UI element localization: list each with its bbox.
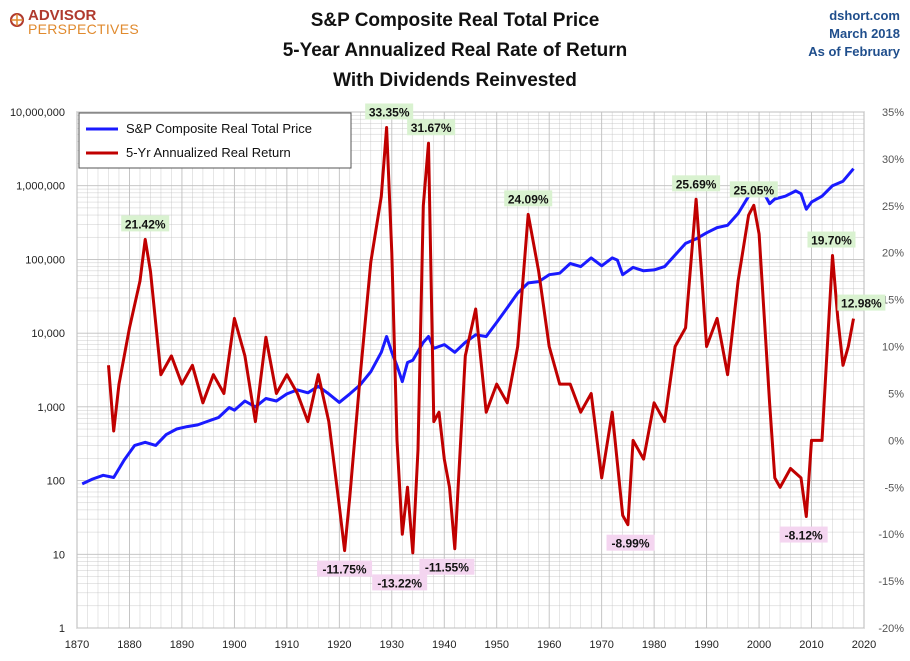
annotation-bg xyxy=(504,190,553,207)
annotation-label: 12.98% xyxy=(841,297,882,311)
annotation-bg xyxy=(317,560,373,577)
logo-line2: PERSPECTIVES xyxy=(28,21,139,37)
title-line1: S&P Composite Real Total Price xyxy=(310,10,600,31)
x-tick-label: 1910 xyxy=(275,639,299,651)
price-series-line xyxy=(81,167,855,486)
annotation-label: -8.12% xyxy=(785,529,823,543)
x-tick-label: 1990 xyxy=(694,639,718,651)
x-tick-label: 1870 xyxy=(65,639,89,651)
y-right-tick-label: 10% xyxy=(882,342,904,354)
x-tick-label: 2000 xyxy=(747,639,771,651)
x-tick-label: 1890 xyxy=(170,639,194,651)
as-of-label: As of February xyxy=(808,44,900,59)
advisor-perspectives-logo: ADVISOR PERSPECTIVES xyxy=(10,7,139,37)
y-left-axis-ticks: 1 10 100 1,000 10,000 100,000 1,000,000 10,000,… xyxy=(10,107,65,635)
x-tick-label: 1900 xyxy=(222,639,246,651)
return-series-line xyxy=(107,126,855,555)
annotation-label: 25.05% xyxy=(733,183,774,197)
annotation-bg xyxy=(365,103,414,120)
y-right-tick-label: 30% xyxy=(882,154,904,166)
annotation-bg xyxy=(606,534,655,551)
annotation-bg xyxy=(407,119,456,136)
x-tick-label: 1970 xyxy=(589,639,613,651)
y-left-tick-label: 100 xyxy=(47,476,65,488)
annotation-bg xyxy=(121,215,170,232)
y-left-tick-label: 1,000 xyxy=(37,402,65,414)
annotation-bg xyxy=(372,574,428,591)
grid-lines xyxy=(76,111,865,629)
y-left-tick-label: 10,000 xyxy=(31,328,65,340)
y-right-tick-label: 5% xyxy=(888,388,904,400)
y-right-axis-ticks: -20% -15% -10% -5% 0% 5% 10% 15% 20% 25% 30% 35% xyxy=(878,107,904,635)
y-right-tick-label: -20% xyxy=(878,623,904,635)
annotation-label: -11.55% xyxy=(425,561,469,575)
y-right-tick-label: -15% xyxy=(878,576,904,588)
annotations: 21.42% 33.35%31.67% 24.09% 25.69% 25.05% 19.7… xyxy=(121,103,886,591)
annotation-label: 21.42% xyxy=(125,217,166,231)
annotation-bg xyxy=(807,231,856,248)
y-right-tick-label: 25% xyxy=(882,201,904,213)
y-right-tick-label: 35% xyxy=(882,107,904,119)
y-right-tick-label: -5% xyxy=(884,482,904,494)
logo-line1: ADVISOR xyxy=(28,7,97,24)
legend-label-price: S&P Composite Real Total Price xyxy=(126,121,312,136)
x-tick-label: 1880 xyxy=(117,639,141,651)
legend-label-return: 5-Yr Annualized Real Return xyxy=(126,145,291,160)
y-right-tick-label: 20% xyxy=(882,248,904,260)
y-left-tick-label: 1 xyxy=(59,623,65,635)
x-tick-label: 2010 xyxy=(799,639,823,651)
annotation-label: 24.09% xyxy=(508,192,549,206)
legend: S&P Composite Real Total Price 5-Yr Annu… xyxy=(78,112,352,169)
y-right-tick-label: 0% xyxy=(888,435,904,447)
y-left-tick-label: 1,000,000 xyxy=(16,181,65,193)
y-left-tick-label: 10,000,000 xyxy=(10,107,65,119)
annotation-bg xyxy=(779,526,828,543)
title-line2: 5-Year Annualized Real Rate of Return xyxy=(282,40,628,61)
title-line3: With Dividends Reinvested xyxy=(333,70,577,91)
annotation-bg xyxy=(729,181,778,198)
annotation-label: 25.69% xyxy=(676,177,717,191)
annotation-label: 33.35% xyxy=(369,105,410,119)
series-lines xyxy=(81,126,855,555)
x-tick-label: 1940 xyxy=(432,639,456,651)
x-tick-label: 1920 xyxy=(327,639,351,651)
x-tick-label: 1980 xyxy=(642,639,666,651)
x-tick-label: 1960 xyxy=(537,639,561,651)
annotation-label: -13.22% xyxy=(377,576,422,590)
annotation-bg xyxy=(837,294,886,311)
x-tick-label: 2020 xyxy=(852,639,876,651)
annotation-label: 31.67% xyxy=(411,121,452,135)
annotation-label: -8.99% xyxy=(612,537,650,551)
y-right-tick-label: 15% xyxy=(882,295,904,307)
y-left-tick-label: 10 xyxy=(53,549,65,561)
source-label: dshort.com xyxy=(829,8,900,23)
x-tick-label: 1930 xyxy=(380,639,404,651)
y-right-tick-label: -10% xyxy=(878,529,904,541)
y-left-tick-label: 100,000 xyxy=(25,254,65,266)
date-label: March 2018 xyxy=(829,26,900,41)
annotation-label: 19.70% xyxy=(811,234,852,248)
annotation-bg xyxy=(672,175,721,192)
legend-box xyxy=(78,112,352,169)
x-axis-ticks: 1870 1880 1890 1900 1910 1920 1930 1940 1950 1960… xyxy=(65,639,876,651)
x-tick-label: 1950 xyxy=(484,639,508,651)
annotation-label: -11.75% xyxy=(323,563,367,577)
annotation-bg xyxy=(419,558,475,575)
